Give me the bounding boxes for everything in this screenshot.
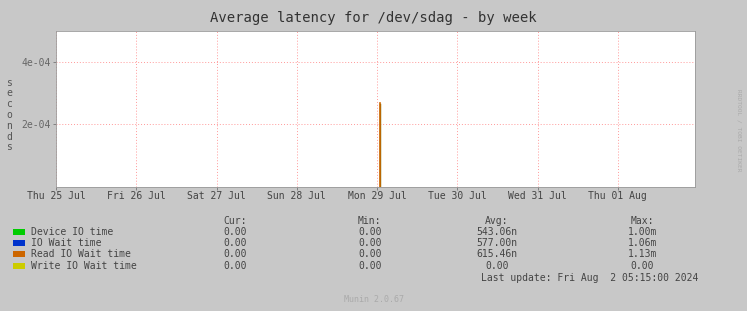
Text: Fri 26 Jul: Fri 26 Jul	[107, 191, 166, 201]
Text: Thu 01 Aug: Thu 01 Aug	[589, 191, 647, 201]
Text: Thu 25 Jul: Thu 25 Jul	[27, 191, 85, 201]
Text: Wed 31 Jul: Wed 31 Jul	[508, 191, 567, 201]
Text: Device IO time: Device IO time	[31, 227, 114, 237]
Text: 577.00n: 577.00n	[476, 238, 518, 248]
Text: Min:: Min:	[358, 216, 382, 226]
Text: 1.06m: 1.06m	[627, 238, 657, 248]
Text: 543.06n: 543.06n	[476, 227, 518, 237]
Text: IO Wait time: IO Wait time	[31, 238, 102, 248]
Text: 0.00: 0.00	[358, 227, 382, 237]
Text: 0.00: 0.00	[358, 249, 382, 259]
Text: 1.00m: 1.00m	[627, 227, 657, 237]
Text: Read IO Wait time: Read IO Wait time	[31, 249, 131, 259]
Text: Avg:: Avg:	[485, 216, 509, 226]
Text: Mon 29 Jul: Mon 29 Jul	[347, 191, 406, 201]
Text: 0.00: 0.00	[630, 261, 654, 271]
Text: 0.00: 0.00	[223, 227, 247, 237]
Text: Munin 2.0.67: Munin 2.0.67	[344, 295, 403, 304]
Text: 0.00: 0.00	[358, 261, 382, 271]
Text: Average latency for /dev/sdag - by week: Average latency for /dev/sdag - by week	[210, 11, 537, 25]
Text: RRDTOOL / TOBI OETIKER: RRDTOOL / TOBI OETIKER	[737, 89, 742, 172]
Text: Last update: Fri Aug  2 05:15:00 2024: Last update: Fri Aug 2 05:15:00 2024	[481, 273, 698, 283]
Text: 0.00: 0.00	[223, 249, 247, 259]
Text: Sun 28 Jul: Sun 28 Jul	[267, 191, 326, 201]
Text: Write IO Wait time: Write IO Wait time	[31, 261, 137, 271]
Text: Sat 27 Jul: Sat 27 Jul	[187, 191, 246, 201]
Text: Tue 30 Jul: Tue 30 Jul	[428, 191, 486, 201]
Text: 0.00: 0.00	[223, 261, 247, 271]
Text: 0.00: 0.00	[358, 238, 382, 248]
Text: Cur:: Cur:	[223, 216, 247, 226]
Text: 0.00: 0.00	[485, 261, 509, 271]
Text: 0.00: 0.00	[223, 238, 247, 248]
Text: 615.46n: 615.46n	[476, 249, 518, 259]
Text: Max:: Max:	[630, 216, 654, 226]
Text: s
e
c
o
n
d
s: s e c o n d s	[6, 78, 12, 152]
Text: 1.13m: 1.13m	[627, 249, 657, 259]
